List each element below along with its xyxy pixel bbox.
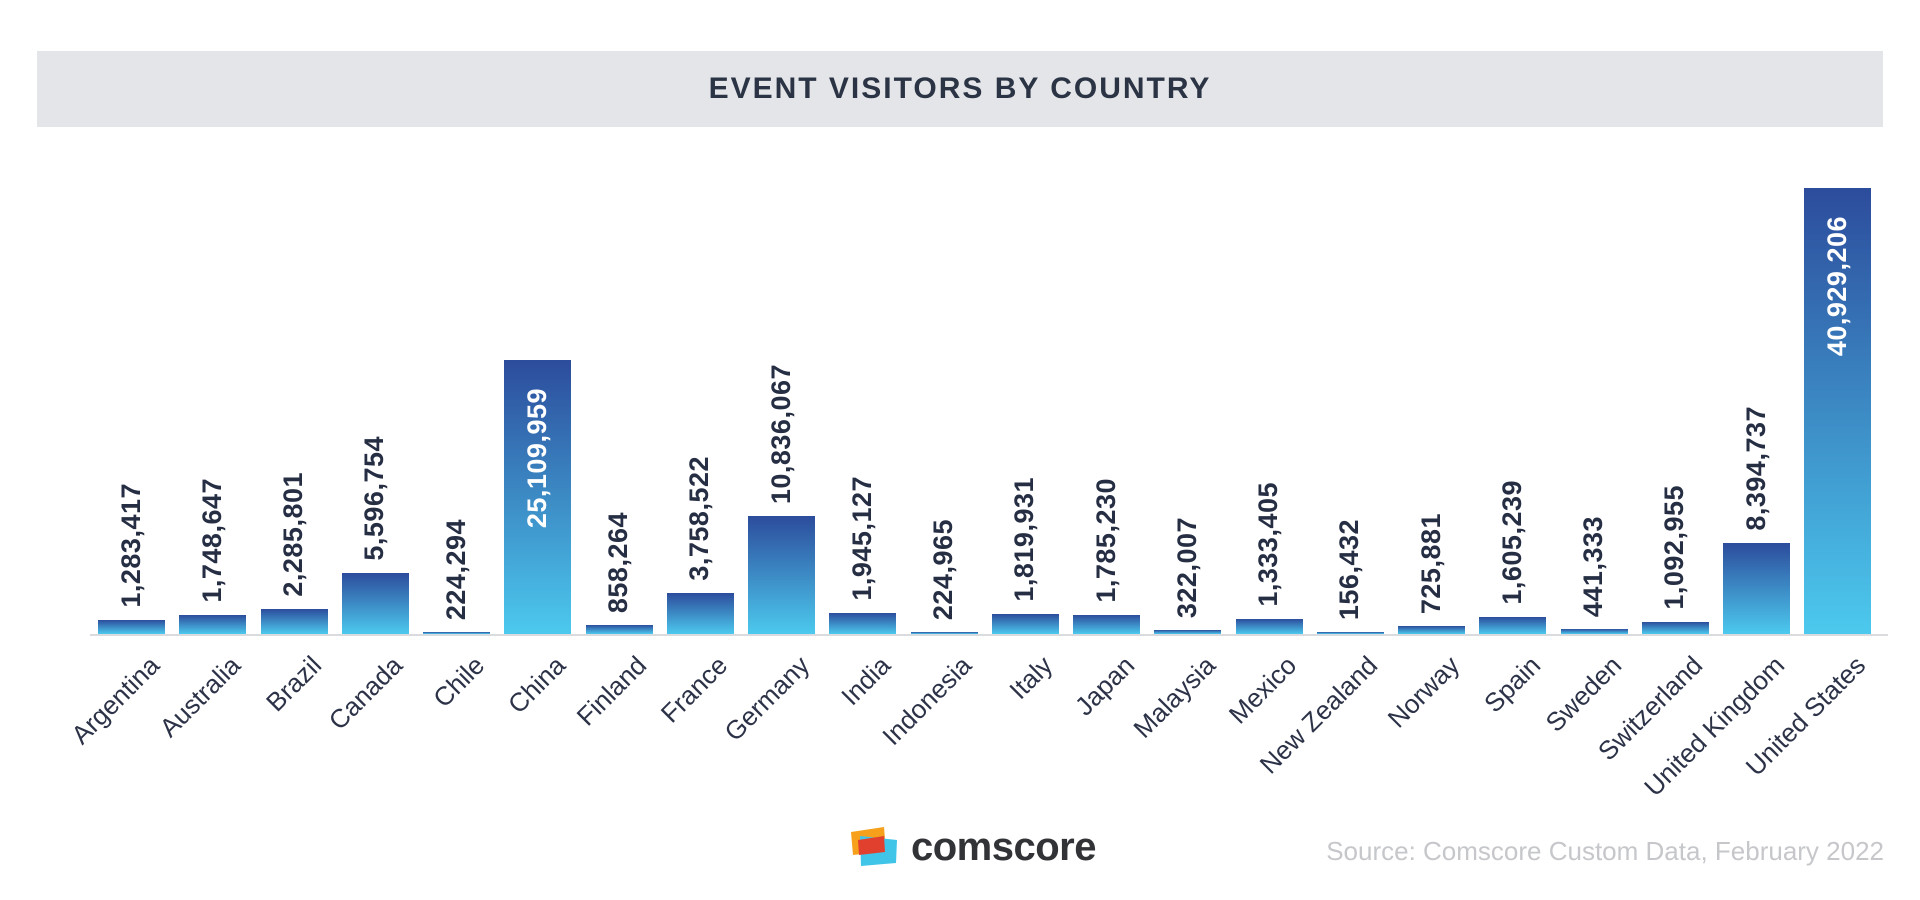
bar-switzerland [1641,622,1709,634]
bar-chile [423,632,490,634]
bar-mexico [1235,619,1303,634]
bar-value-label: 1,283,417 [115,483,146,608]
bar-value-label: 40,929,206 [1821,216,1852,357]
bar-india [829,613,897,634]
bar-norway [1398,626,1465,634]
bar-france [666,593,734,634]
bar-spain [1479,617,1547,634]
x-axis-line [90,634,1888,636]
bar-value-label: 10,836,067 [765,363,796,504]
bar-brazil [260,609,328,634]
bar-value-label: 1,605,239 [1496,480,1527,605]
comscore-logo: comscore [849,824,1096,870]
bar-united-states [1804,188,1872,634]
bar-value-label: 1,092,955 [1659,485,1690,610]
bar-value-label: 441,333 [1578,515,1608,617]
comscore-wordmark: comscore [911,825,1096,869]
bar-indonesia [910,632,978,634]
bar-value-label: 1,819,931 [1009,477,1040,602]
title-band: EVENT VISITORS BY COUNTRY [37,51,1883,127]
bar-value-label: 1,333,405 [1253,482,1283,607]
bar-china [504,360,572,634]
bar-value-label: 322,007 [1171,516,1202,618]
bar-sweden [1560,629,1628,634]
bar-value-label: 8,394,737 [1740,406,1771,531]
comscore-logo-icon [851,827,897,866]
bar-value-label: 224,294 [440,518,471,620]
bar-value-label: 5,596,754 [359,436,390,561]
bar-value-label: 725,881 [1415,512,1446,614]
bar-canada [341,573,409,634]
bar-value-label: 1,945,127 [846,476,877,601]
bar-value-label: 156,432 [1334,518,1365,620]
bar-finland [585,625,653,634]
bar-value-label: 1,748,647 [196,478,227,603]
bar-value-label: 858,264 [603,511,633,613]
bar-malaysia [1154,630,1222,634]
source-text: Source: Comscore Custom Data, February 2… [1326,836,1884,866]
bar-united-kingdom [1723,543,1790,634]
bar-value-label: 25,109,959 [521,388,552,529]
chart-title: EVENT VISITORS BY COUNTRY [708,72,1212,105]
bar-japan [1073,615,1140,634]
bar-value-label: 3,758,522 [684,456,715,581]
bar-value-label: 1,785,230 [1090,478,1121,603]
bar-value-label: 2,285,801 [278,472,308,597]
bar-value-label: 224,965 [928,518,958,620]
bar-argentina [98,620,165,634]
bar-australia [179,615,247,634]
bar-italy [991,614,1059,634]
bar-new-zealand [1316,632,1384,634]
bar-germany [748,516,815,634]
